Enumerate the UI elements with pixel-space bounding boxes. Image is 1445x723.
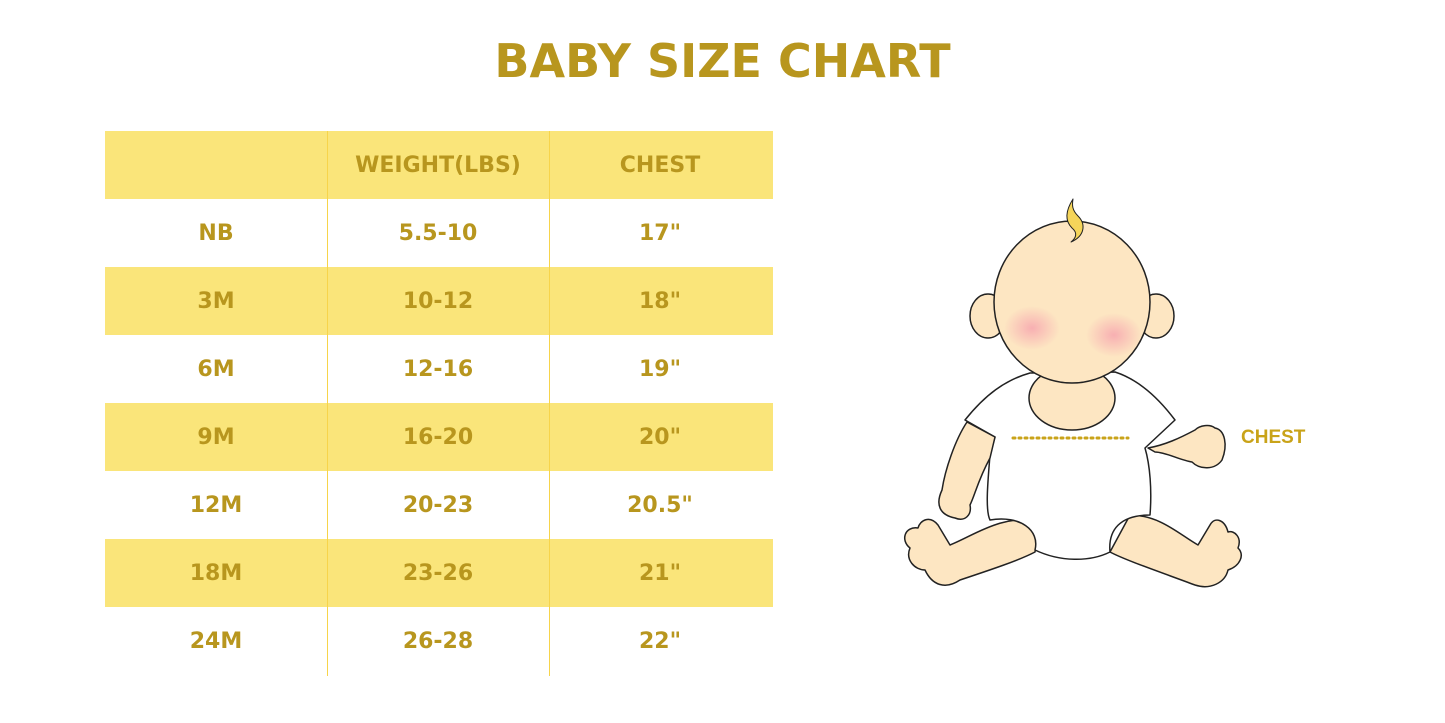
size-cell: 3M <box>197 288 235 314</box>
size-cell: 24M <box>189 628 243 654</box>
size-cell: 12M <box>189 492 243 518</box>
hair-curl <box>1066 198 1084 243</box>
table-row: 18M 23-26 21" <box>105 539 773 607</box>
chest-cell: 17" <box>638 220 682 246</box>
weight-cell: 20-23 <box>402 492 474 518</box>
weight-cell: 23-26 <box>402 560 474 586</box>
left-leg <box>903 518 1041 586</box>
size-table: WEIGHT(LBS) CHEST NB 5.5-10 17" 3M 10-12… <box>105 131 773 675</box>
weight-cell: 26-28 <box>402 628 474 654</box>
head <box>993 220 1151 384</box>
table-row: 24M 26-28 22" <box>105 607 773 675</box>
chest-label: CHEST <box>1241 427 1306 448</box>
size-cell: NB <box>198 220 234 246</box>
size-cell: 9M <box>197 424 235 450</box>
size-cell: 6M <box>197 356 235 382</box>
header-weight: WEIGHT(LBS) <box>355 152 521 178</box>
left-arm <box>938 421 996 520</box>
chest-cell: 18" <box>638 288 682 314</box>
table-row: 9M 16-20 20" <box>105 403 773 471</box>
right-arm <box>1147 424 1226 469</box>
weight-cell: 10-12 <box>402 288 474 314</box>
left-cheek <box>1004 306 1060 350</box>
header-chest: CHEST <box>619 152 701 178</box>
size-cell: 18M <box>189 560 243 586</box>
table-header-row: WEIGHT(LBS) CHEST <box>105 131 773 199</box>
table-row: 3M 10-12 18" <box>105 267 773 335</box>
weight-cell: 16-20 <box>402 424 474 450</box>
column-divider <box>327 131 328 676</box>
chest-cell: 22" <box>638 628 682 654</box>
chest-cell: 19" <box>638 356 682 382</box>
column-divider <box>549 131 550 676</box>
table-row: NB 5.5-10 17" <box>105 199 773 267</box>
table-row: 12M 20-23 20.5" <box>105 471 773 539</box>
page-title: BABY SIZE CHART <box>494 34 951 88</box>
chest-cell: 20.5" <box>627 492 693 518</box>
chest-cell: 21" <box>638 560 682 586</box>
weight-cell: 5.5-10 <box>398 220 478 246</box>
right-leg <box>1109 514 1242 588</box>
chest-cell: 20" <box>638 424 682 450</box>
weight-cell: 12-16 <box>402 356 474 382</box>
right-cheek <box>1086 313 1142 357</box>
table-row: 6M 12-16 19" <box>105 335 773 403</box>
